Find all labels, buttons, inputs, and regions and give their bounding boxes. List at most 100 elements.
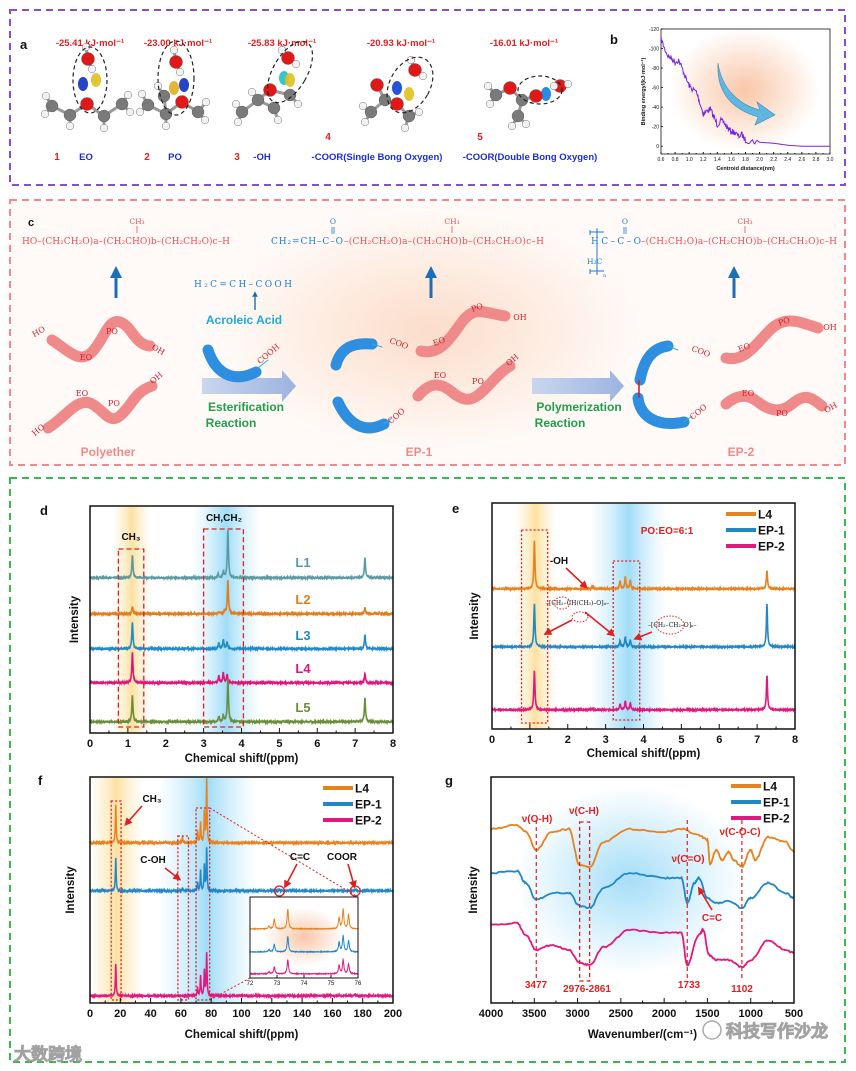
acid-formula: H₂C=CH–COOH [194,280,292,290]
x-tick-label: 2.4 [784,157,791,163]
site-number-4: 4 [325,132,331,143]
x-tick-label: 2 [565,734,571,746]
peak-wavenumber-label: 3477 [525,980,548,991]
x-tick-label: 120 [263,1008,281,1020]
formula-ep2-tail: –(CH₂CH₂O)a–(CH₂CHO)b–(CH₂CH₂O)c–H [641,236,837,247]
peak-wavenumber-label: 2976-2861 [563,984,611,995]
x-tick-label: 1.8 [742,157,749,163]
inset-x-tick-label: 75 [328,981,335,987]
inset-x-tick-label: 76 [355,981,362,987]
spectrum-EP-1 [89,847,394,895]
annotation-arrow-icon [347,863,357,889]
peak-wavenumber-label: 1102 [731,984,753,995]
atom-H [41,109,50,118]
site-number-3: 3 [234,152,240,163]
step2-label-line1: Polymerization [536,400,621,414]
atom-H [135,107,144,116]
legend-label: EP-1 [758,524,785,538]
legend-label: L4 [758,508,772,522]
atom-H [484,81,493,90]
x-tick-label: 2.8 [812,157,819,163]
x-tick-label: 2.6 [798,157,805,163]
panel-label-g: g [445,773,453,788]
x-tick-label: 0 [87,738,93,750]
atom-C [267,101,281,115]
binding-energy-1: -25.41 kJ·mol⁻¹ [56,38,124,49]
interaction-isosurface [392,81,402,95]
x-tick-label: 0 [489,734,495,746]
atom-H [99,123,108,132]
panel-d-1h-nmr: L1 L2 L3 L4 L5 CH₃ CH,CH₂ 0 1 2 3 4 5 6 7 8 Chemical shi… [69,505,396,765]
ep2-polyether-top [720,315,824,365]
atom-H [278,46,287,55]
ep2-backbone-top [634,340,674,386]
annotation-c-oh: C-OH [140,855,166,866]
backbone-region-box [195,807,211,1001]
legend-label: L4 [763,780,777,794]
atom-O [263,83,277,97]
x-tick-label: 6 [716,734,722,746]
site-number-2: 2 [144,152,150,163]
spectrum-EP-2 [490,921,795,969]
x-tick-label: 3.0 [827,157,834,163]
chain-label-eo: EO [434,371,447,380]
x-tick-label: 2000 [652,1008,676,1020]
inset-x-tick-label: 72 [247,981,254,987]
x-tick-label: 160 [323,1008,341,1020]
atom-H [359,101,368,110]
x-tick-label: 0 [87,1008,93,1020]
atom-O [169,55,183,69]
atom-H [200,115,209,124]
atom-H [125,107,134,116]
atom-H [231,99,240,108]
atom-C [402,109,416,123]
atom-O [81,52,95,66]
spectrum-EP-1 [490,869,795,910]
atom-C [235,105,249,119]
product-label-polyether: Polyether [81,445,136,459]
annotation-eo-unit: –[CH₂–CH₂–O]ₙ– [648,622,697,629]
ep2-backbone-bottom [632,392,690,429]
interaction-isosurface [169,81,179,95]
panel-f-13c-nmr: CH₃ C-OH C=C COOR L4 EP-1 EP-2 72 73 74 75 76 0 20 40 6… [65,776,402,1041]
step1-label-line2: Reaction [206,416,257,430]
atom-H [486,99,495,108]
atom-C [191,105,205,119]
atom-H [564,79,573,88]
panel-e-1h-nmr: L4 EP-1 EP-2 PO:EO=6:1 -OH –[CH₂–CH(CH₃)–O]ₙ–… [469,502,798,760]
x-tick-label: 2.2 [770,157,777,163]
annotation-arrow-icon [584,611,616,637]
x-tick-label: 1.0 [686,157,693,163]
legend-label: EP-2 [763,812,790,826]
interaction-isosurface [541,87,551,101]
atom-H [123,90,132,99]
x-tick-label: 2 [163,738,169,750]
formula-carbonyl-o-ep1: O [330,217,336,226]
binding-site-outline [517,75,563,105]
panel-label-a: a [20,37,28,52]
x-tick-label: 0.8 [672,157,679,163]
atom-H [247,87,256,96]
legend-label: EP-1 [763,796,790,810]
panel-ab-frame [9,9,846,186]
step1-label-line1: Esterification [208,400,284,414]
molecule-2 [135,40,210,130]
panel-label-f: f [38,773,43,788]
y-axis-label: Intensity [468,866,480,914]
chain-label-po: PO [776,409,788,418]
molecule-models [41,40,573,132]
ep1-acrylate-bottom [332,396,390,434]
binding-energy-4: -20.93 kJ·mol⁻¹ [367,38,435,49]
atom-C [141,98,155,112]
atom-O [281,51,295,65]
binding-site-outline [72,46,108,114]
atom-H [201,97,210,106]
site-number-5: 5 [477,132,483,143]
x-tick-label: 3 [201,738,207,750]
ch-ch2-region-box [202,528,245,728]
trace-label: L2 [295,592,310,607]
polyether-chain-top [46,316,156,363]
atom-C [157,89,171,103]
formula-polyether: HO–(CH₂CH₂O)a–(CH₂CHO)b–(CH₂CH₂O)c–H [22,236,230,247]
